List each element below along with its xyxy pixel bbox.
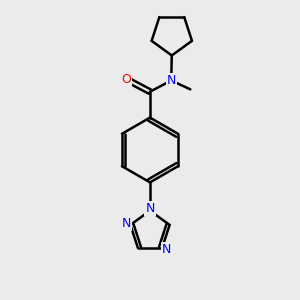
Text: O: O [121,74,131,86]
Text: N: N [161,243,171,256]
Text: N: N [145,202,155,215]
Text: N: N [122,217,131,230]
Text: N: N [167,74,176,87]
